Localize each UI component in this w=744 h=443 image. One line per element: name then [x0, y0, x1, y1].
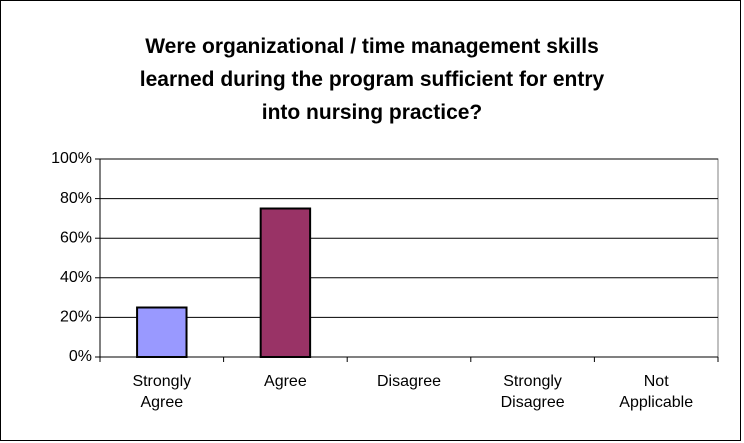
x-tick-label: Disagree [376, 373, 442, 390]
x-label-box: Strongly Disagree [500, 373, 565, 411]
bar [136, 306, 188, 358]
bar [259, 207, 312, 358]
y-tick-label: 0% [69, 348, 92, 365]
y-tick-label: 40% [60, 269, 92, 286]
x-label-box: Agree [264, 373, 307, 390]
x-tick-label: Strongly Disagree [500, 373, 565, 411]
x-tick-label: Agree [264, 373, 307, 390]
chart-title: Were organizational / time management sk… [139, 35, 605, 124]
plot-area [99, 158, 719, 358]
x-label-box: Not Applicable [619, 373, 694, 411]
title-box: Were organizational / time management sk… [139, 35, 605, 124]
x-tick-label: Not Applicable [619, 373, 694, 411]
y-tick-label: 100% [51, 150, 92, 167]
x-label-box: Strongly Agree [132, 373, 192, 411]
x-tick-label: Strongly Agree [132, 373, 192, 411]
y-tick-label: 60% [60, 229, 92, 246]
y-tick-label: 80% [60, 190, 92, 207]
y-tick-label: 20% [60, 309, 92, 326]
x-label-box: Disagree [376, 373, 442, 390]
